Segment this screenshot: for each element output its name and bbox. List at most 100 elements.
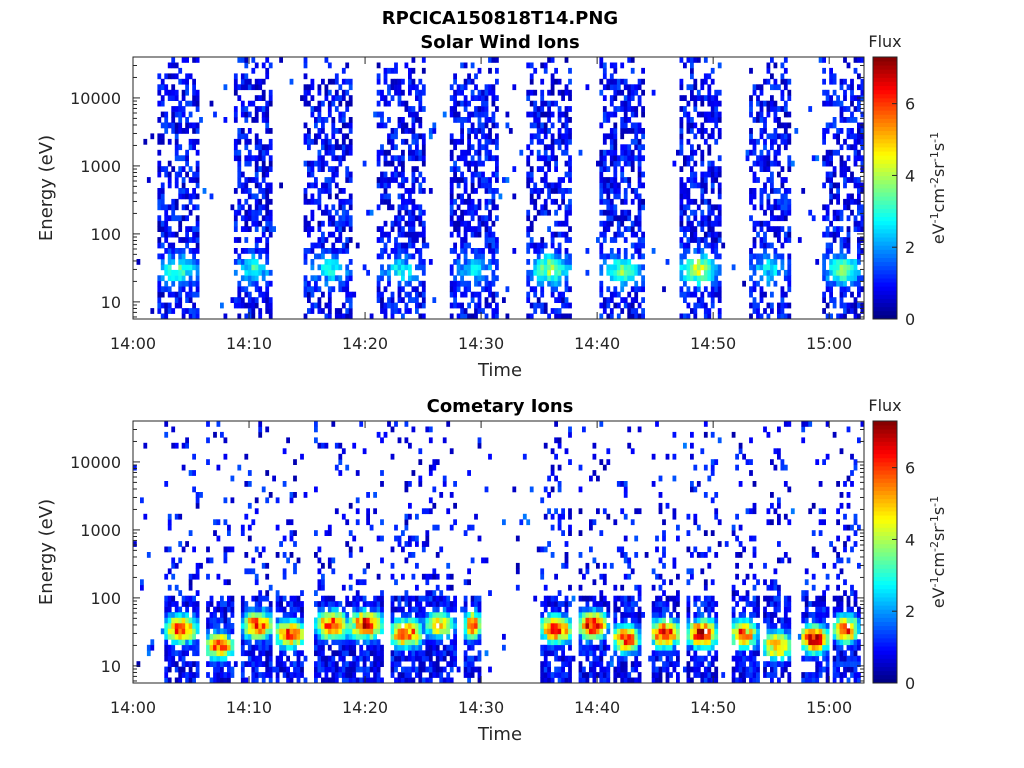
spectrogram-cell [561, 111, 565, 118]
spectrogram-cell [693, 308, 698, 314]
spectrogram-cell [206, 639, 210, 646]
spectrogram-cell [703, 171, 708, 178]
spectrogram-cell [300, 628, 304, 635]
spectrogram-cell [529, 166, 534, 172]
spectrogram-cell [843, 253, 847, 260]
spectrogram-cell [286, 437, 290, 444]
spectrogram-cell [383, 431, 388, 438]
spectrogram-cell [387, 275, 391, 282]
spectrogram-cell [397, 280, 402, 287]
spectrogram-cell [763, 248, 767, 254]
spectrogram-cell [279, 595, 283, 602]
spectrogram-cell [167, 661, 172, 667]
spectrogram-cell [787, 155, 792, 162]
spectrogram-cell [557, 106, 562, 112]
spectrogram-cell [408, 78, 412, 85]
spectrogram-cell [327, 149, 332, 156]
spectrogram-cell [341, 198, 346, 205]
spectrogram-cell [456, 286, 461, 293]
colorbar-segment [873, 204, 897, 209]
spectrogram-cell [703, 111, 708, 118]
spectrogram-cell [783, 188, 788, 194]
spectrogram-cell [550, 133, 555, 140]
spectrogram-cell [860, 204, 865, 211]
spectrogram-cell [488, 280, 492, 287]
spectrogram-cell [463, 650, 468, 657]
spectrogram-cell [693, 291, 698, 298]
spectrogram-cell [307, 160, 311, 167]
spectrogram-cell [192, 612, 196, 618]
spectrogram-cell [568, 138, 572, 145]
spectrogram-cell [428, 633, 433, 640]
spectrogram-cell [777, 188, 781, 194]
spectrogram-cell [623, 215, 628, 222]
colorbar-segment [873, 142, 897, 148]
spectrogram-cell [474, 171, 478, 178]
spectrogram-cell [397, 182, 402, 189]
spectrogram-cell [167, 259, 172, 265]
spectrogram-cell [380, 661, 384, 667]
spectrogram-cell [550, 280, 555, 287]
spectrogram-cell [780, 106, 785, 112]
spectrogram-cell [397, 215, 402, 222]
spectrogram-cell [254, 84, 259, 91]
spectrogram-cell [829, 155, 833, 162]
spectrogram-cell [366, 617, 370, 624]
spectrogram-cell [449, 661, 454, 667]
spectrogram-cell [679, 253, 684, 260]
spectrogram-cell [634, 264, 639, 271]
spectrogram-cell [195, 237, 200, 243]
spectrogram-cell [777, 84, 781, 91]
spectrogram-cell [683, 155, 687, 162]
spectrogram-cell [157, 160, 162, 167]
spectrogram-cell [752, 280, 757, 287]
spectrogram-cell [693, 182, 698, 189]
spectrogram-cell [857, 100, 861, 107]
spectrogram-cell [324, 138, 329, 145]
spectrogram-cell [247, 204, 252, 211]
spectrogram-cell [432, 459, 437, 465]
spectrogram-cell [690, 231, 694, 238]
spectrogram-cell [244, 177, 249, 183]
spectrogram-cell [251, 117, 256, 123]
spectrogram-cell [602, 67, 607, 74]
spectrogram-cell [839, 171, 844, 178]
spectrogram-cell [599, 231, 604, 238]
spectrogram-cell [449, 133, 454, 140]
spectrogram-cell [564, 89, 569, 96]
spectrogram-cell [321, 628, 325, 635]
spectrogram-cell [484, 286, 489, 293]
spectrogram-cell [408, 644, 412, 651]
spectrogram-cell [397, 122, 402, 129]
colorbar-segment [873, 85, 897, 91]
spectrogram-cell [700, 259, 705, 265]
spectrogram-cell [331, 248, 336, 254]
spectrogram-cell [240, 248, 245, 254]
spectrogram-cell [602, 117, 607, 123]
spectrogram-cell [404, 308, 409, 314]
spectrogram-cell [317, 133, 322, 140]
spectrogram-cell [421, 67, 426, 74]
spectrogram-cell [334, 617, 339, 624]
spectrogram-cell [846, 286, 851, 293]
spectrogram-cell [265, 204, 270, 211]
spectrogram-cell [401, 644, 405, 651]
spectrogram-cell [606, 264, 611, 271]
spectrogram-cell [355, 633, 360, 640]
spectrogram-cell [780, 297, 785, 303]
spectrogram-cell [787, 160, 792, 167]
spectrogram-cell [307, 280, 311, 287]
spectrogram-cell [533, 67, 538, 74]
spectrogram-cell [275, 524, 280, 531]
spectrogram-cell [178, 639, 183, 646]
spectrogram-cell [717, 297, 722, 303]
spectrogram-cell [602, 84, 607, 91]
spectrogram-cell [394, 421, 398, 427]
spectrogram-cell [843, 198, 847, 205]
spectrogram-cell [836, 215, 840, 222]
spectrogram-cell [355, 612, 360, 618]
spectrogram-cell [707, 84, 712, 91]
spectrogram-cell [717, 237, 722, 243]
